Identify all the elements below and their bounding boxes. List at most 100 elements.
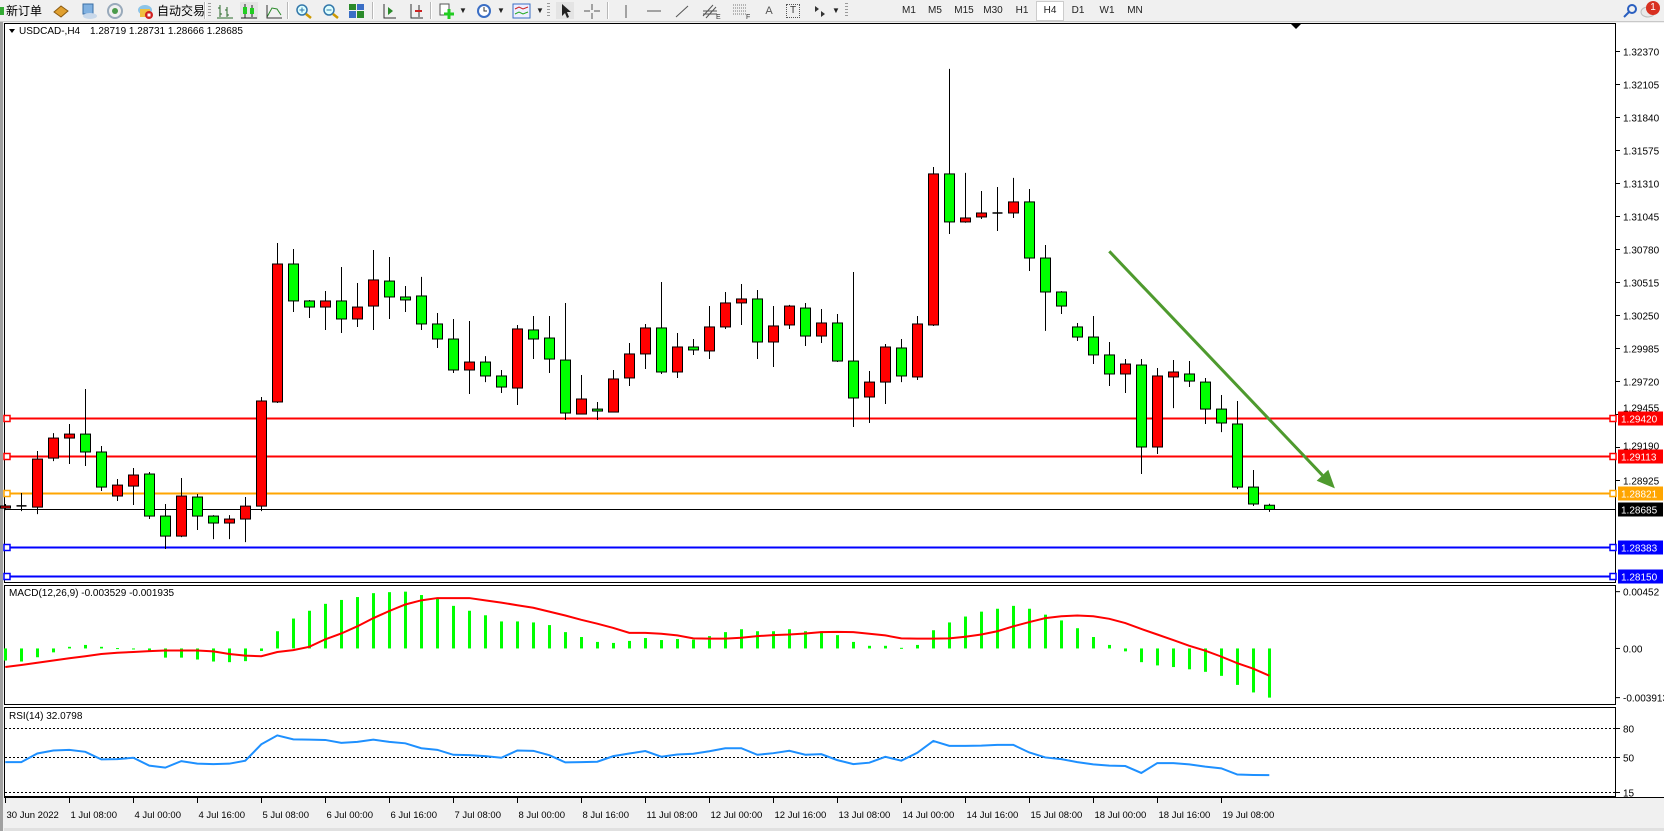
- macd-histogram-bar: [516, 621, 519, 649]
- signals-button[interactable]: [106, 2, 124, 19]
- candle: [816, 309, 827, 344]
- time-tick-label: 15 Jul 08:00: [1031, 810, 1083, 821]
- level-anchor-handle[interactable]: [3, 489, 11, 498]
- horizontal-levels[interactable]: [3, 414, 1617, 581]
- timeframe-m5[interactable]: M5: [928, 5, 942, 16]
- trend-arrow-shaft[interactable]: [1108, 250, 1324, 477]
- price-tick-label: 1.29455: [1623, 404, 1660, 415]
- notifications-button[interactable]: 1: [1640, 0, 1662, 17]
- trendline-tool-button[interactable]: [673, 2, 691, 19]
- toolbar-grip[interactable]: [845, 3, 848, 18]
- macd-histogram-bar: [68, 646, 71, 649]
- level-anchor-handle[interactable]: [1609, 543, 1617, 552]
- fib-e-label: E: [716, 14, 721, 19]
- candle-body: [736, 298, 747, 304]
- time-tick-label: 1 Jul 08:00: [71, 810, 117, 821]
- equidistant-channel-tool-button[interactable]: E: [701, 2, 723, 19]
- candle-body: [528, 329, 539, 340]
- candle-body: [1248, 486, 1259, 505]
- macd-histogram-bar: [980, 611, 983, 649]
- candle: [1168, 360, 1179, 409]
- tile-windows-button[interactable]: [348, 2, 366, 19]
- timeframe-h4[interactable]: H4: [1036, 1, 1064, 21]
- time-tick-label: 4 Jul 16:00: [199, 810, 245, 821]
- macd-histogram-bar: [1268, 648, 1271, 698]
- candle-body: [560, 359, 571, 414]
- level-anchor-handle[interactable]: [3, 543, 11, 552]
- timeframe-h1[interactable]: H1: [1015, 5, 1029, 16]
- text-tool-button[interactable]: A: [765, 4, 773, 17]
- macd-histogram-bar: [1220, 648, 1223, 676]
- templates-dropdown-icon[interactable]: ▼: [536, 6, 544, 15]
- timeframe-m15[interactable]: M15: [954, 5, 974, 16]
- macd-histogram-bar: [692, 639, 695, 649]
- indicators-button[interactable]: [438, 2, 456, 19]
- candle-body: [1008, 201, 1019, 214]
- chart-shift-marker[interactable]: [1291, 24, 1301, 29]
- level-anchor-handle[interactable]: [3, 414, 11, 423]
- level-anchor-handle[interactable]: [3, 452, 11, 461]
- arrows-tool-button[interactable]: [812, 2, 828, 19]
- fibonacci-tool-button[interactable]: F: [731, 2, 753, 19]
- text-label-tool-button[interactable]: T: [786, 2, 800, 19]
- timeframe-d1[interactable]: D1: [1071, 5, 1085, 16]
- bar-chart-button[interactable]: [216, 2, 234, 19]
- crosshair-tool-button[interactable]: [583, 2, 601, 19]
- cursor-icon: [562, 3, 571, 18]
- level-anchor-handle[interactable]: [1609, 572, 1617, 581]
- candle-body: [48, 437, 59, 459]
- chart-shift-button[interactable]: [407, 2, 425, 19]
- cursor-tool-button[interactable]: [556, 2, 574, 19]
- candle: [656, 282, 667, 374]
- navigator-button[interactable]: [80, 2, 98, 19]
- level-anchor-handle[interactable]: [1609, 452, 1617, 461]
- toolbar-grip[interactable]: [208, 3, 211, 18]
- candle: [144, 472, 155, 520]
- new-order-button[interactable]: 新订单: [0, 2, 42, 19]
- zoom-in-button[interactable]: [295, 2, 313, 19]
- indicators-dropdown-icon[interactable]: ▼: [459, 6, 467, 15]
- level-anchor-handle[interactable]: [1609, 414, 1617, 423]
- macd-histogram-bar: [820, 631, 823, 649]
- zoom-in-icon: [296, 3, 312, 19]
- macd-histogram-bar: [116, 648, 119, 650]
- candle-body: [160, 515, 171, 537]
- trend-arrow-head[interactable]: [1316, 469, 1335, 489]
- arrows-dropdown-icon[interactable]: ▼: [832, 6, 840, 15]
- macd-histogram-bar: [868, 645, 871, 649]
- periods-dropdown-icon[interactable]: ▼: [497, 6, 505, 15]
- candle-body: [1056, 291, 1067, 307]
- level-anchor-handle[interactable]: [1609, 489, 1617, 498]
- macd-histogram-bar: [372, 593, 375, 649]
- timeframe-m30[interactable]: M30: [983, 5, 1003, 16]
- timeframe-m1[interactable]: M1: [902, 5, 916, 16]
- price-tick-label: 1.30250: [1623, 312, 1660, 323]
- market-watch-button[interactable]: [52, 2, 70, 19]
- chart-background: [4, 23, 1664, 798]
- candle-body: [272, 263, 283, 403]
- zoom-out-button[interactable]: [322, 2, 340, 19]
- candle-body: [576, 398, 587, 415]
- periods-button[interactable]: [476, 2, 494, 19]
- level-anchor-handle[interactable]: [3, 572, 11, 581]
- auto-trading-button[interactable]: 自动交易: [137, 2, 205, 19]
- timeframe-mn[interactable]: MN: [1127, 5, 1143, 16]
- candlestick-chart-button[interactable]: [240, 2, 258, 19]
- price-tick-label: 1.30780: [1623, 246, 1660, 257]
- line-chart-button[interactable]: [265, 2, 283, 19]
- templates-button[interactable]: [512, 2, 532, 19]
- candle-body: [912, 323, 923, 378]
- toolbar-grip[interactable]: [547, 3, 550, 18]
- horizontal-line-tool-button[interactable]: [645, 2, 663, 19]
- macd-histogram-bar: [580, 637, 583, 649]
- level-price-text: 1.28150: [1621, 573, 1658, 584]
- trend-arrow[interactable]: [1108, 250, 1335, 489]
- vertical-line-tool-button[interactable]: [617, 2, 635, 19]
- header-dropdown-icon[interactable]: [9, 29, 15, 33]
- candle-body: [608, 378, 619, 413]
- candle: [1232, 400, 1243, 490]
- timeframe-w1[interactable]: W1: [1099, 5, 1115, 16]
- search-button[interactable]: [1622, 2, 1638, 19]
- auto-scroll-button[interactable]: [380, 2, 398, 19]
